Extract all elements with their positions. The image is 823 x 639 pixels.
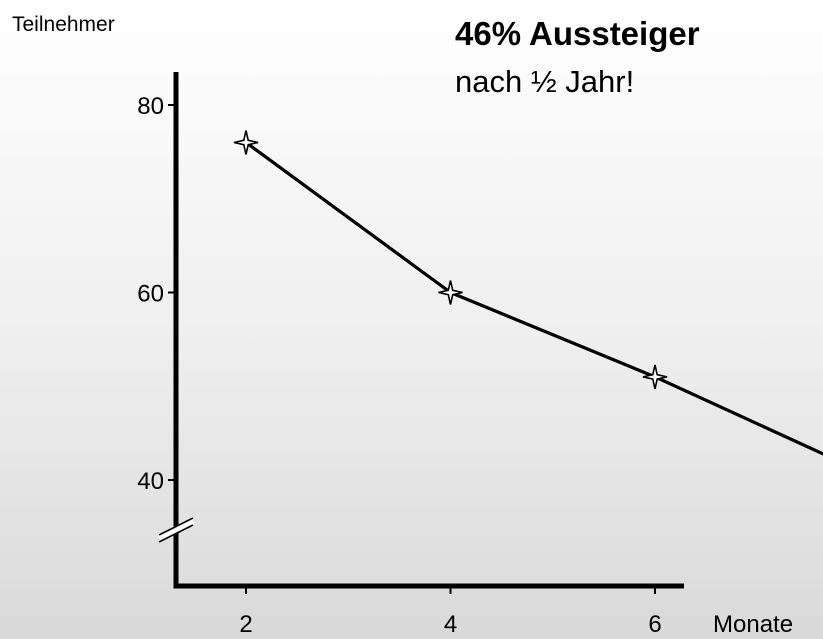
- series-group: [233, 130, 823, 456]
- data-point-marker: [438, 280, 463, 305]
- chart-title: 46% Aussteiger: [455, 15, 700, 52]
- series-line: [245, 141, 823, 456]
- x-tick-label: 2: [239, 611, 252, 638]
- data-point-marker: [642, 364, 668, 390]
- x-tick-label: 4: [444, 611, 457, 638]
- data-point-marker: [233, 130, 259, 155]
- y-tick-label: 80: [137, 93, 164, 120]
- y-axis-label: Teilnehmer: [12, 13, 115, 36]
- chart-subtitle: nach ½ Jahr!: [455, 64, 634, 99]
- y-tick-label: 40: [137, 468, 164, 495]
- y-tick-label: 60: [137, 281, 164, 308]
- axis-break-stroke: [158, 524, 194, 543]
- tick-group: 806040246810: [137, 93, 661, 638]
- x-tick-label: 6: [648, 611, 661, 638]
- axes: [157, 72, 684, 589]
- axis-break-mark: [157, 517, 195, 543]
- x-axis-label: Monate: [713, 611, 793, 638]
- axis-break-stroke: [158, 517, 194, 536]
- axis-break-gap: [157, 517, 195, 542]
